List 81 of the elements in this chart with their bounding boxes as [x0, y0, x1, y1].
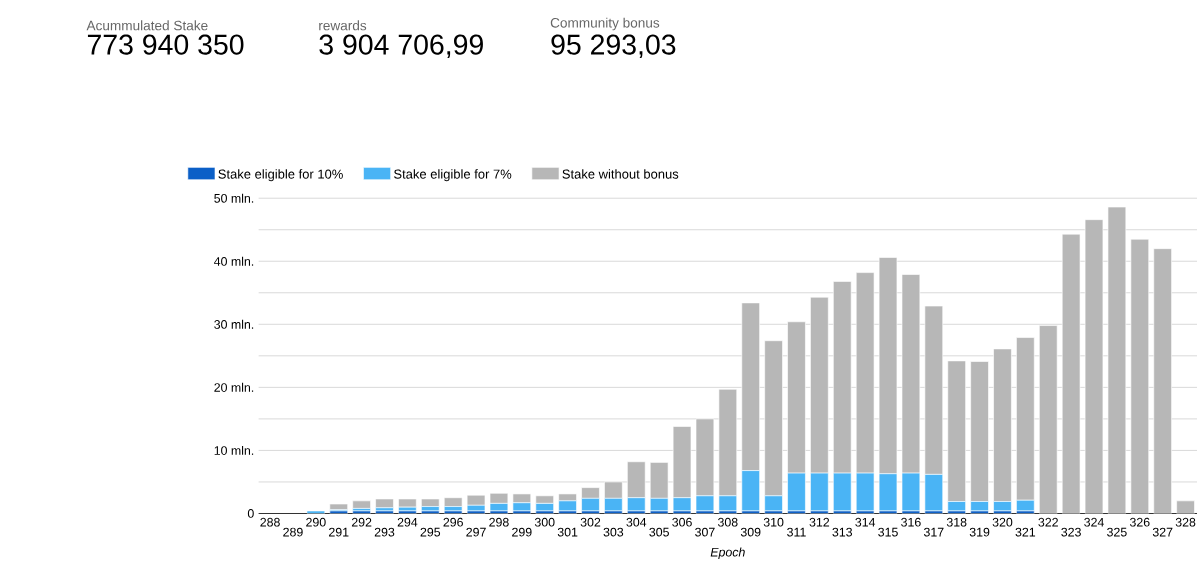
y-tick-label: 40 mln.: [214, 256, 254, 266]
x-tick-label: 290: [306, 517, 326, 527]
text: Acummulated Stake: [86, 20, 208, 31]
x-tick-label: 299: [512, 527, 532, 537]
x-tick-label: 301: [557, 527, 578, 537]
bar: [443, 497, 463, 507]
bar: [421, 498, 440, 507]
x-tick-label: 302: [580, 517, 601, 527]
x-tick-label: 294: [397, 517, 418, 527]
bar: [741, 470, 760, 512]
text: 773 940 350: [87, 34, 244, 55]
x-tick-label: 298: [489, 517, 509, 527]
x-tick-label: 310: [763, 517, 784, 527]
bar: [352, 500, 371, 509]
x-tick-label: 317: [923, 527, 944, 537]
bar: [1061, 233, 1081, 514]
bar: [489, 492, 509, 504]
bar: [512, 493, 532, 504]
y-tick-label: 10 mln.: [214, 445, 254, 455]
x-tick-label: 327: [1152, 527, 1173, 537]
bar: [558, 493, 577, 502]
y-tick-label: 0: [247, 509, 254, 518]
bar: [1130, 238, 1150, 514]
x-tick-label: 307: [695, 527, 715, 537]
bar: [329, 503, 348, 510]
x-tick-label: 304: [626, 517, 647, 527]
text: 95 293,03: [551, 34, 676, 58]
x-tick-label: 323: [1061, 527, 1081, 537]
x-tick-label: 319: [969, 527, 990, 537]
x-tick-label: 318: [946, 517, 967, 527]
x-tick-label: 296: [443, 517, 463, 527]
x-tick-label: 314: [855, 517, 876, 527]
x-tick-label: 297: [466, 527, 486, 537]
x-tick-label: 292: [351, 517, 372, 527]
x-tick-label: 309: [740, 527, 761, 537]
x-tick-label: 328: [1175, 517, 1196, 527]
bar: [604, 481, 623, 499]
bar: [1153, 248, 1172, 514]
bar: [375, 498, 394, 509]
x-tick-label: 300: [534, 517, 555, 527]
legend-label: Stake eligible for 7%: [394, 169, 512, 182]
bar: [581, 487, 600, 499]
x-tick-label: 295: [420, 527, 441, 537]
bar: [1039, 325, 1058, 514]
bar: [1107, 206, 1127, 514]
y-tick-label: 20 mln.: [214, 382, 254, 392]
y-tick-label: 50 mln.: [214, 193, 254, 203]
x-tick-label: 315: [878, 527, 898, 537]
x-tick-label: 313: [832, 527, 853, 537]
bar: [833, 472, 852, 512]
x-tick-label: 324: [1084, 517, 1104, 527]
x-tick-label: 288: [260, 517, 280, 527]
bar: [466, 494, 486, 506]
x-tick-label: 320: [992, 517, 1013, 527]
text: Community bonus: [550, 17, 660, 31]
y-tick-label: 30 mln.: [214, 319, 254, 329]
x-tick-label: 303: [603, 527, 624, 537]
x-tick-label: 311: [787, 527, 806, 537]
x-axis-title: Epoch: [710, 547, 745, 559]
x-tick-label: 291: [329, 527, 349, 537]
x-tick-label: 316: [901, 517, 921, 527]
x-tick-label: 289: [283, 527, 303, 537]
x-tick-label: 326: [1129, 517, 1150, 527]
x-tick-label: 306: [672, 517, 692, 527]
text: rewards: [319, 20, 367, 31]
legend-label: Stake eligible for 10%: [218, 169, 343, 182]
bar: [398, 498, 417, 508]
bar: [1084, 219, 1104, 514]
x-tick-label: 322: [1038, 517, 1058, 527]
x-tick-label: 325: [1107, 527, 1127, 537]
x-tick-label: 321: [1015, 527, 1036, 537]
bar: [787, 472, 806, 512]
bar: [535, 495, 554, 504]
x-tick-label: 308: [717, 517, 738, 527]
text: 3 904 706,99: [319, 34, 483, 58]
x-tick-label: 305: [649, 527, 669, 537]
legend-label: Stake without bonus: [562, 169, 679, 179]
x-tick-label: 312: [809, 517, 830, 527]
bar: [1176, 500, 1195, 514]
x-tick-label: 293: [374, 527, 395, 537]
bar: [810, 472, 829, 512]
